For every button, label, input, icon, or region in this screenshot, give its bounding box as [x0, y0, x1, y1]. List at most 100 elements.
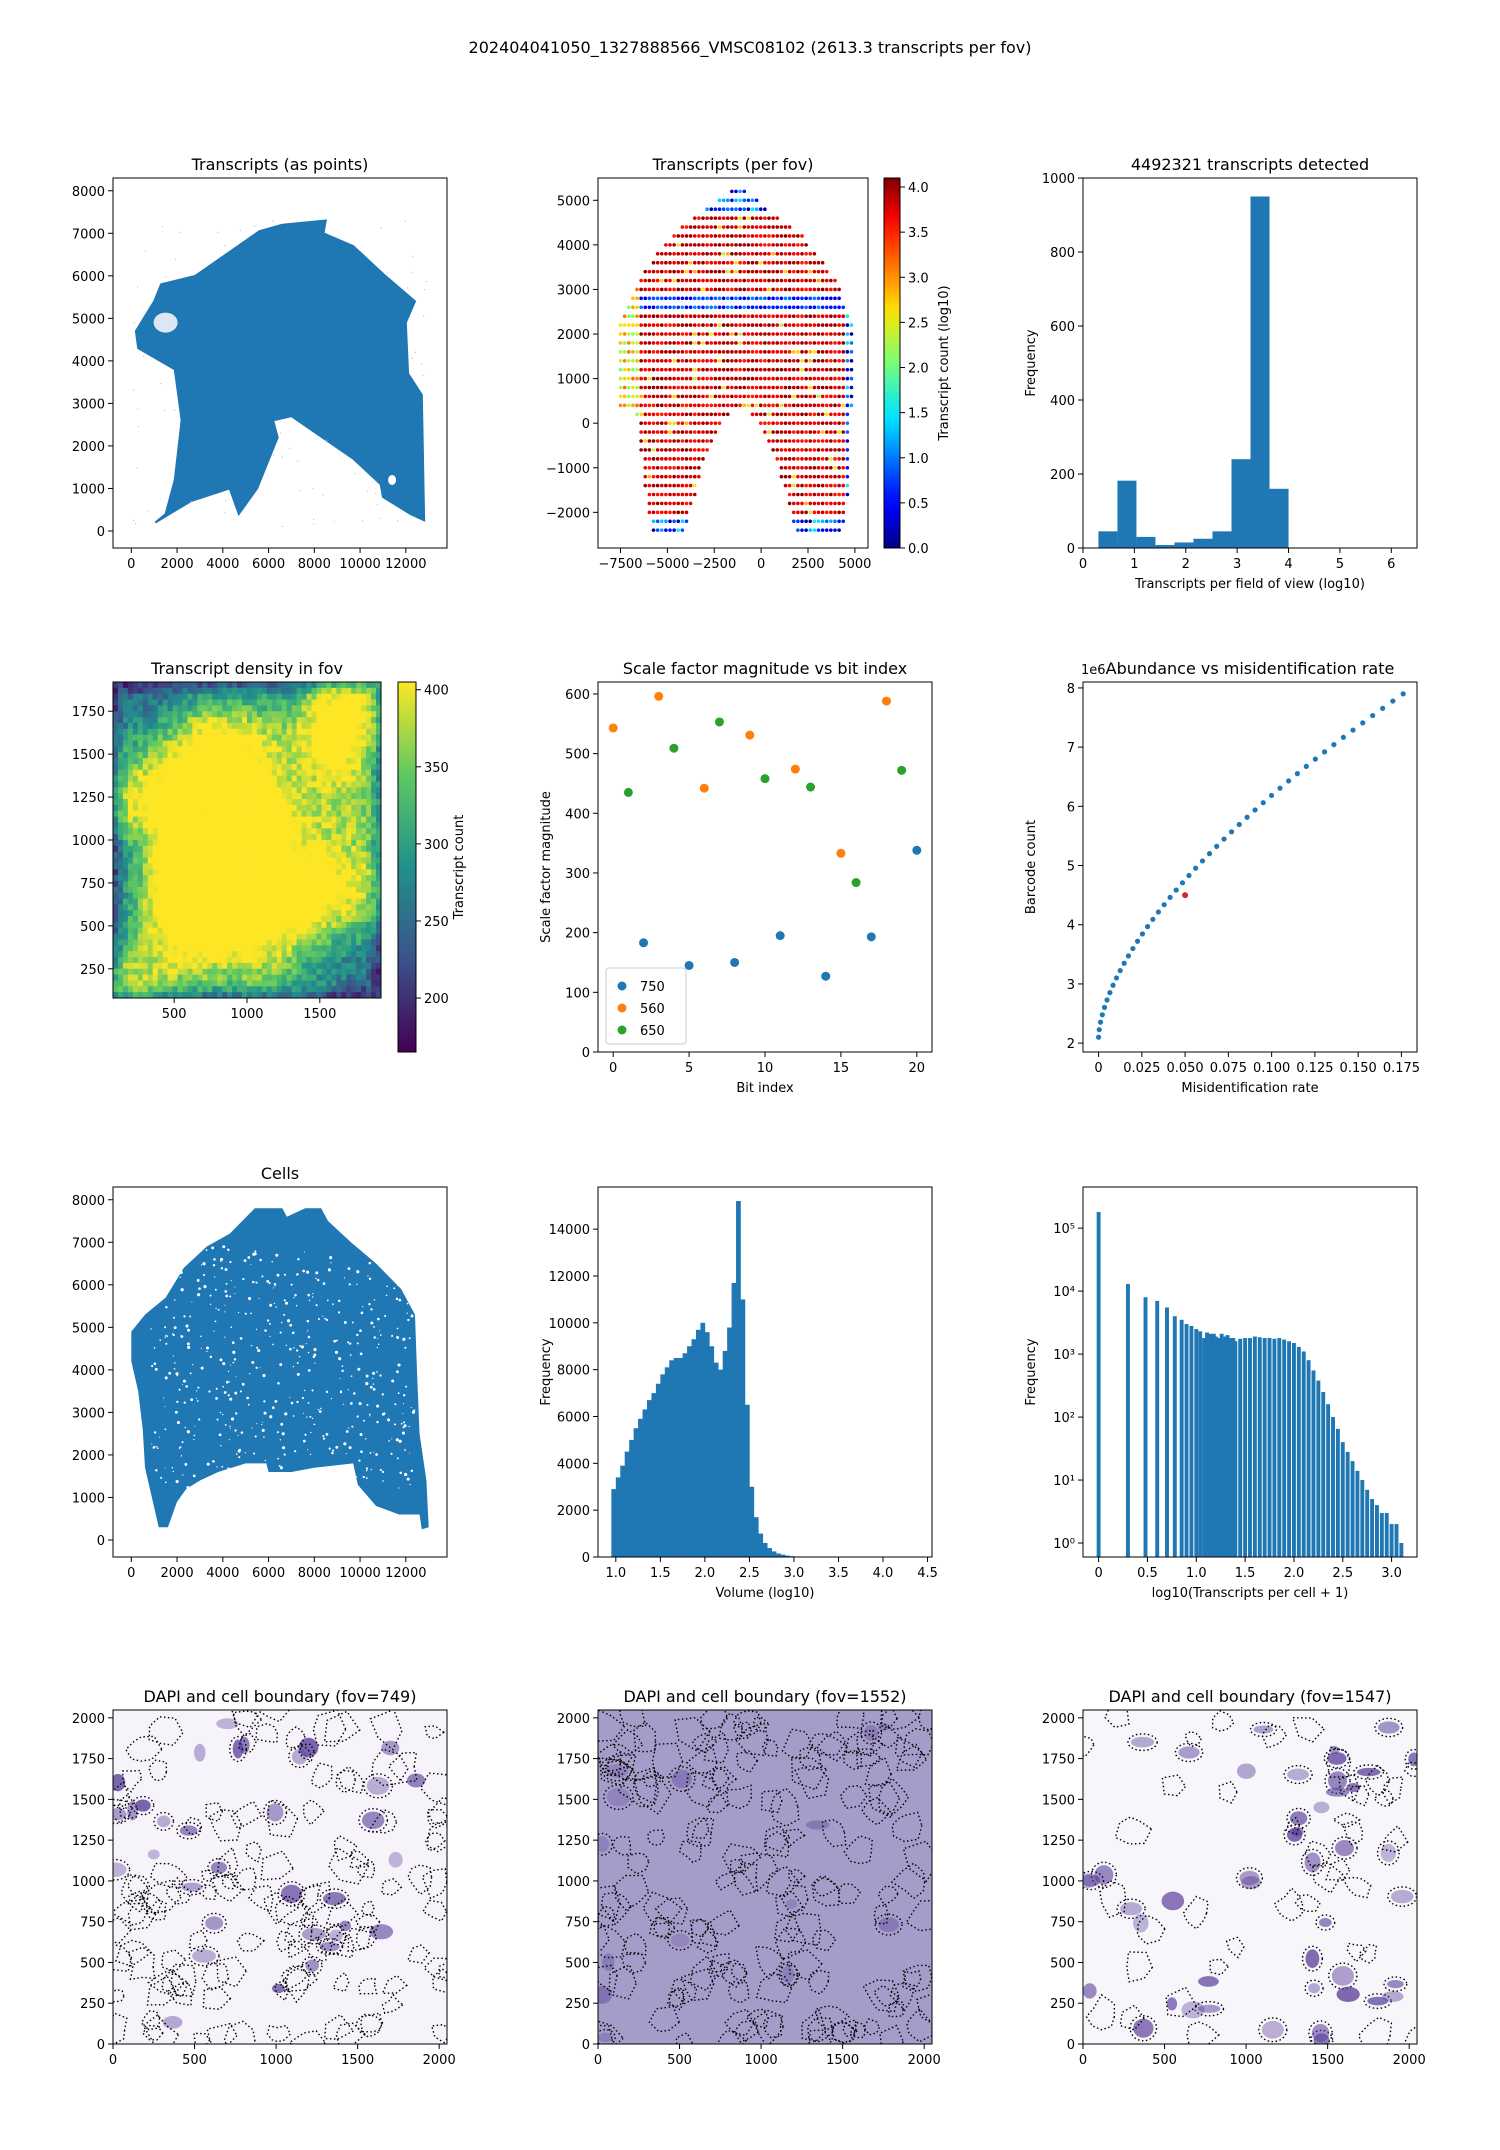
density-cell — [177, 810, 183, 817]
density-cell — [266, 892, 273, 899]
highlight-point — [1182, 892, 1189, 899]
density-cell — [276, 875, 283, 882]
density-cell — [291, 840, 298, 847]
density-cell — [247, 957, 253, 964]
density-cell — [256, 857, 263, 864]
cells-gap — [381, 1470, 385, 1474]
density-cell — [356, 945, 362, 952]
fov-point — [837, 350, 841, 354]
density-cell — [113, 787, 119, 794]
transcripts-hist-ytick-label: 1000 — [1042, 172, 1075, 187]
density-cell — [192, 763, 198, 771]
density-cell — [147, 722, 154, 730]
fov-point — [635, 287, 639, 292]
density-cell — [152, 717, 159, 724]
fov-point — [680, 457, 685, 461]
fov-point — [767, 385, 771, 390]
curve-point — [1370, 712, 1376, 719]
density-cell — [147, 687, 154, 695]
density-cell — [222, 904, 228, 911]
fov-point — [730, 332, 734, 336]
density-cell — [222, 834, 228, 841]
density-cell — [341, 951, 347, 958]
density-cell — [127, 880, 134, 888]
density-cell — [137, 886, 144, 894]
density-cell — [172, 863, 178, 870]
sparse-point — [136, 408, 139, 410]
fov-point — [820, 412, 825, 417]
density-cell — [247, 892, 253, 899]
density-cell — [356, 869, 362, 876]
fov-point — [659, 296, 664, 301]
density-cell — [296, 857, 302, 864]
density-cell — [336, 927, 342, 935]
density-cell — [256, 781, 263, 788]
density-cell — [341, 898, 347, 905]
density-cell — [251, 793, 258, 800]
density-cell — [366, 763, 372, 771]
density-cell — [306, 904, 312, 911]
fov-point — [837, 510, 841, 515]
density-cell — [331, 775, 337, 782]
density-cell — [113, 869, 119, 876]
fov-point — [796, 358, 800, 363]
density-cell — [256, 869, 263, 876]
fov-point — [738, 367, 742, 372]
fov-point — [783, 474, 788, 479]
density-cell — [311, 722, 317, 730]
fov-point — [664, 510, 668, 515]
density-cell — [247, 869, 253, 876]
density-cell — [326, 705, 332, 712]
fov-point — [626, 350, 631, 354]
fov-point — [692, 225, 697, 229]
density-cell — [336, 775, 342, 782]
density-cell — [296, 687, 302, 695]
fov-point — [680, 243, 685, 247]
fov-point — [837, 332, 841, 336]
fov-point — [758, 234, 763, 238]
fov-point — [697, 350, 701, 354]
cells-gap — [379, 1334, 382, 1336]
density-cell — [311, 787, 317, 794]
density-cell — [301, 962, 307, 970]
fov-point — [791, 287, 796, 292]
density-cell — [336, 746, 342, 753]
density-cell — [192, 916, 198, 923]
scale-factor-title: Scale factor magnitude vs bit index — [623, 659, 907, 678]
density-cell — [326, 711, 332, 718]
density-cell — [157, 904, 164, 911]
fov-point — [643, 448, 648, 452]
density-cell — [301, 781, 307, 788]
fov-point — [812, 278, 817, 283]
density-cell — [177, 927, 183, 935]
fov-point — [750, 358, 755, 363]
density-cell — [247, 910, 253, 917]
density-cell — [232, 834, 238, 841]
series-650-point — [623, 787, 633, 797]
density-cell — [127, 740, 134, 747]
density-cell — [122, 886, 129, 894]
density-cell — [122, 816, 129, 823]
fov-point — [688, 341, 693, 345]
fov-point — [787, 260, 792, 265]
density-cell — [256, 980, 263, 987]
density-cell — [217, 986, 223, 993]
fov-point — [787, 350, 792, 354]
density-cell — [172, 875, 178, 882]
density-cell — [281, 986, 288, 993]
transcripts-per-fov-colorbar-tick-label: 0.0 — [908, 542, 929, 557]
density-cell — [177, 775, 183, 782]
density-cell — [152, 722, 159, 730]
density-cell — [142, 740, 149, 747]
density-cell — [291, 951, 298, 958]
fov-point — [692, 278, 697, 283]
density-cell — [187, 851, 193, 858]
density-cell — [142, 945, 149, 952]
fov-point — [779, 439, 784, 443]
density-cell — [306, 986, 312, 993]
density-cell — [261, 728, 268, 736]
density-cell — [356, 810, 362, 817]
density-cell — [147, 845, 154, 853]
density-cell — [356, 793, 362, 800]
density-cell — [361, 945, 367, 952]
